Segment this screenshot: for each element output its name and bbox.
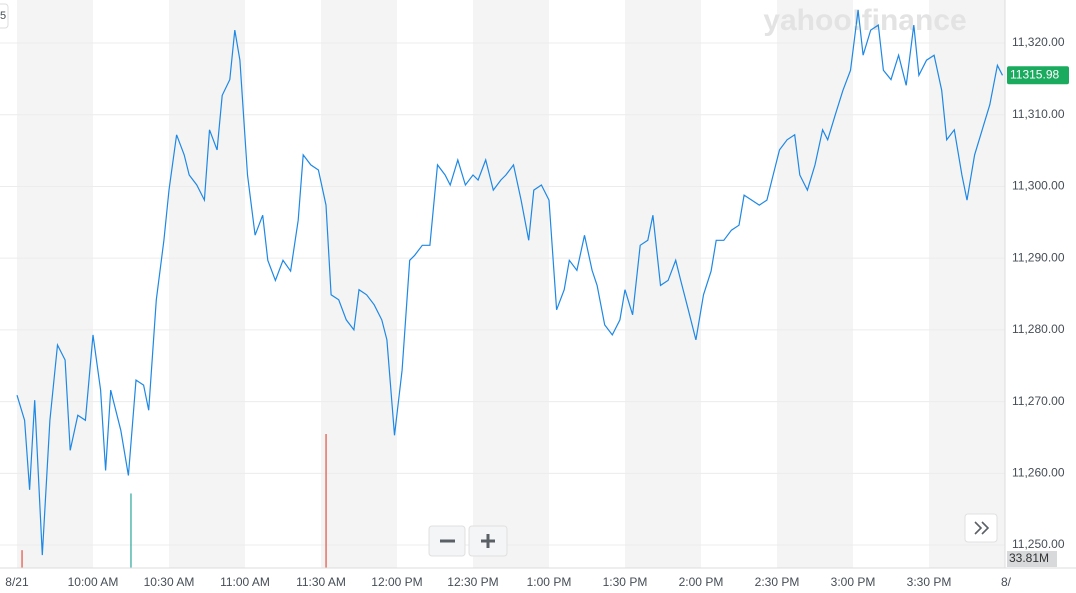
plot: [16, 9, 1004, 568]
y-tick-label: 11,320.00: [1012, 35, 1065, 49]
x-tick-label: 12:00 PM: [371, 575, 422, 589]
price-tag-bg: [1007, 66, 1069, 85]
y-tick-label: 11,280.00: [1012, 322, 1065, 336]
price-tag: 11315.98: [1010, 67, 1059, 81]
x-tick-label: 10:30 AM: [144, 575, 195, 589]
volume-tag-bg: [1007, 551, 1057, 567]
time-band: [776, 0, 853, 568]
watermark: yahoo!finance: [763, 4, 966, 37]
x-tick-label: 11:30 AM: [296, 575, 346, 589]
volume-bar: [325, 434, 327, 568]
y-tick-label: 11,250.00: [1012, 537, 1065, 551]
chevrons-icon: [974, 521, 990, 535]
x-tick-label: 11:00 AM: [220, 575, 270, 589]
y-tick-label: 11,290.00: [1012, 250, 1065, 264]
zoom-in-button[interactable]: [468, 525, 508, 557]
corner-box: [0, 3, 9, 29]
x-tick-label: 8/21: [5, 575, 29, 589]
x-tick-label: 3:00 PM: [831, 575, 876, 589]
y-tick-label: 11,270.00: [1012, 394, 1065, 408]
volume-bar: [21, 550, 23, 568]
corner-label: 5: [0, 10, 6, 22]
x-tick-label: 8/: [1001, 575, 1012, 589]
x-tick-label: 1:30 PM: [603, 575, 648, 589]
time-band: [320, 0, 397, 568]
x-tick-label: 1:00 PM: [527, 575, 572, 589]
x-tick-label: 2:30 PM: [755, 575, 800, 589]
time-band: [168, 0, 245, 568]
volume-tag: 33.81M: [1009, 551, 1049, 565]
scroll-right-button[interactable]: [964, 513, 998, 543]
zoom-out-button[interactable]: [428, 525, 466, 557]
grid: [0, 42, 1005, 546]
y-tick-label: 11,260.00: [1012, 466, 1065, 480]
time-band: [472, 0, 549, 568]
x-tick-label: 12:30 PM: [447, 575, 498, 589]
x-tick-label: 10:00 AM: [68, 575, 119, 589]
time-band: [16, 0, 93, 568]
bands: [16, 0, 1005, 568]
x-tick-label: 2:00 PM: [679, 575, 724, 589]
y-tick-label: 11,310.00: [1012, 107, 1065, 121]
y-tick-label: 11,300.00: [1012, 179, 1065, 193]
volume-bar: [130, 493, 132, 568]
x-tick-label: 3:30 PM: [907, 575, 952, 589]
price-line: [16, 9, 1004, 556]
